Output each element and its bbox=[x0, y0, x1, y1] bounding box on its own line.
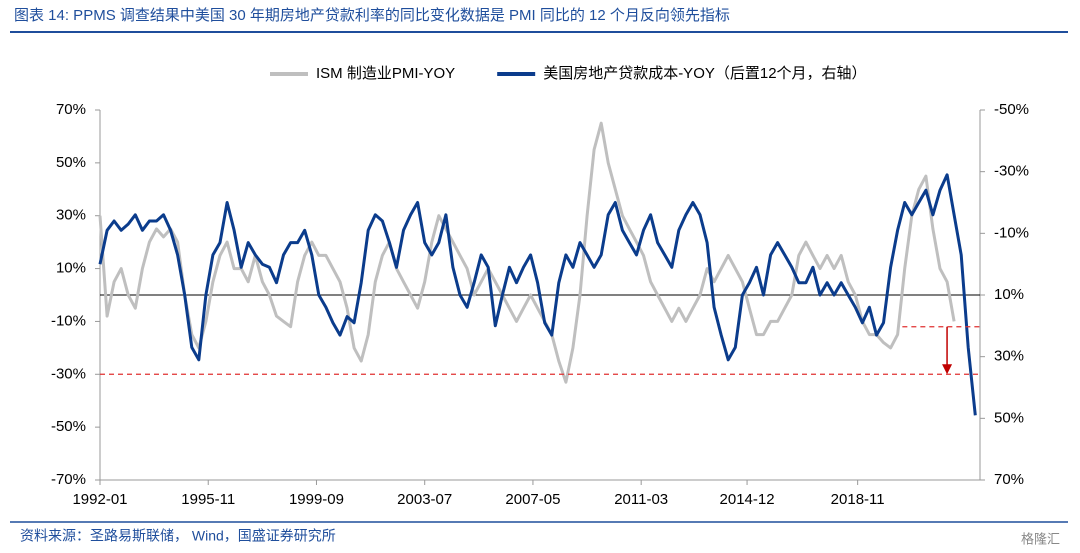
x-tick-label: 1999-09 bbox=[289, 491, 344, 508]
y2-tick-label: 70% bbox=[994, 471, 1024, 488]
chart-title: 图表 14: PPMS 调查结果中美国 30 年期房地产贷款利率的同比变化数据是… bbox=[14, 7, 730, 24]
y-tick-label: -50% bbox=[51, 418, 86, 435]
arrow-head bbox=[942, 364, 953, 375]
legend-label: 美国房地产贷款成本-YOY（后置12个月，右轴） bbox=[543, 65, 866, 82]
legend-label: ISM 制造业PMI-YOY bbox=[316, 65, 455, 82]
y-tick-label: 30% bbox=[56, 207, 86, 224]
x-tick-label: 2014-12 bbox=[720, 491, 775, 508]
x-tick-label: 2011-03 bbox=[614, 491, 668, 508]
y2-tick-label: -50% bbox=[994, 101, 1029, 118]
y2-tick-label: 30% bbox=[994, 348, 1024, 365]
y-tick-label: 70% bbox=[56, 101, 86, 118]
y2-tick-label: 50% bbox=[994, 409, 1024, 426]
source: 资料来源：圣路易斯联储， Wind，国盛证券研究所 bbox=[20, 528, 336, 544]
x-tick-label: 2007-05 bbox=[505, 491, 560, 508]
y-tick-label: 10% bbox=[56, 260, 86, 277]
watermark: 格隆汇 bbox=[1021, 531, 1060, 546]
x-tick-label: 1995-11 bbox=[181, 491, 235, 508]
x-tick-label: 1992-01 bbox=[72, 491, 127, 508]
x-tick-label: 2018-11 bbox=[831, 491, 885, 508]
x-tick-label: 2003-07 bbox=[397, 491, 452, 508]
y2-tick-label: -10% bbox=[994, 224, 1029, 241]
y-tick-label: 50% bbox=[56, 154, 86, 171]
y2-tick-label: -30% bbox=[994, 163, 1029, 180]
y-tick-label: -30% bbox=[51, 365, 86, 382]
y-tick-label: -70% bbox=[51, 471, 86, 488]
series-line bbox=[98, 173, 977, 416]
y-tick-label: -10% bbox=[51, 312, 86, 329]
series-line bbox=[98, 121, 956, 384]
y2-tick-label: 10% bbox=[994, 286, 1024, 303]
